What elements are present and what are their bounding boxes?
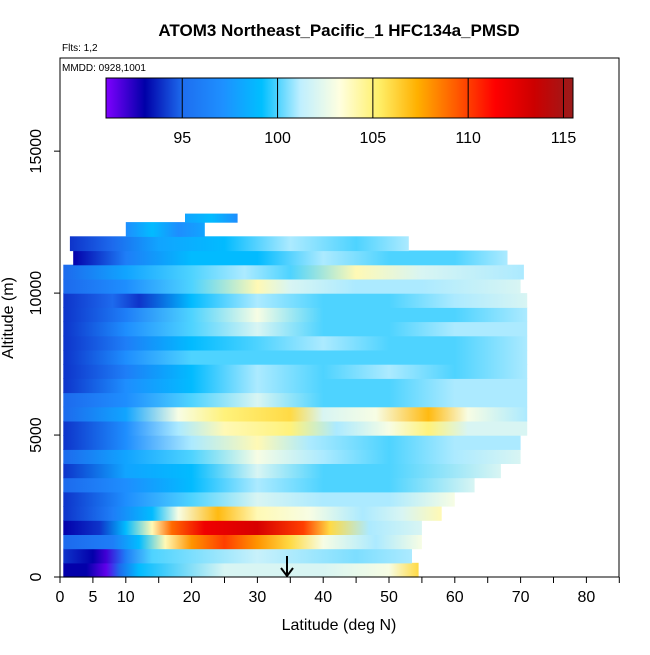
heatmap-band	[63, 491, 455, 507]
heatmap-band	[63, 562, 419, 578]
y-tick-label: 0	[28, 572, 45, 581]
marker-head	[280, 567, 294, 578]
heatmap-band	[63, 349, 528, 365]
y-tick-label: 15000	[28, 129, 45, 174]
heatmap-band	[63, 293, 528, 308]
heatmap	[63, 213, 528, 578]
x-tick-label: 60	[446, 589, 464, 606]
colorbar-frame	[105, 77, 574, 119]
y-tick-label: 5000	[28, 417, 45, 453]
x-tick-label: 80	[578, 589, 596, 606]
heatmap-band	[63, 378, 528, 394]
heatmap-band	[63, 307, 528, 323]
heatmap-band	[63, 335, 528, 351]
x-tick-label: 70	[512, 589, 530, 606]
date-annotation: MMDD: 0928,1001	[62, 63, 146, 74]
heatmap-band	[63, 477, 475, 493]
heatmap-band	[63, 463, 501, 479]
heatmap-band	[63, 278, 521, 294]
x-tick-label: 0	[56, 589, 65, 606]
heatmap-band	[63, 264, 524, 280]
y-axis: 0 5000 10000 15000	[28, 129, 60, 581]
heatmap-band	[69, 236, 409, 252]
heatmap-band	[63, 420, 528, 436]
heatmap-band	[73, 250, 508, 266]
colorbar-tick-label: 110	[455, 130, 481, 147]
heatmap-band	[63, 548, 413, 564]
y-tick-label: 10000	[28, 271, 45, 316]
heatmap-band	[125, 222, 205, 237]
x-tick-label: 10	[117, 589, 135, 606]
heatmap-band	[63, 449, 521, 464]
heatmap-band	[63, 406, 528, 422]
colorbar: 95 100 105 110 115	[105, 77, 577, 147]
y-axis-label: Altitude (m)	[0, 277, 17, 359]
x-tick-label: 20	[183, 589, 201, 606]
x-tick-label: 5	[88, 589, 97, 606]
x-axis-label: Latitude (deg N)	[282, 617, 397, 634]
colorbar-gradient	[106, 78, 573, 118]
heatmap-band	[63, 392, 528, 408]
heatmap-band	[63, 435, 521, 450]
colorbar-tick-label: 95	[173, 130, 191, 147]
heatmap-band	[63, 534, 422, 550]
chart-title: ATOM3 Northeast_Pacific_1 HFC134a_PMSD	[158, 21, 519, 40]
x-axis: 0 5 10 20 30 40 50 60 70 80	[56, 577, 620, 606]
flights-annotation: Flts: 1,2	[62, 43, 98, 54]
heatmap-band	[63, 520, 422, 535]
x-tick-label: 30	[249, 589, 267, 606]
x-tick-label: 50	[380, 589, 398, 606]
colorbar-tick-label: 100	[264, 130, 291, 147]
heatmap-band	[63, 321, 528, 337]
x-tick-label: 40	[314, 589, 332, 606]
heatmap-band	[63, 506, 442, 521]
heatmap-band	[63, 364, 528, 379]
plot-frame	[59, 57, 620, 578]
colorbar-tick-label: 115	[551, 130, 577, 147]
heatmap-band	[185, 213, 238, 223]
flight-marker-arrow	[280, 556, 294, 578]
colorbar-tick-label: 105	[360, 130, 387, 147]
